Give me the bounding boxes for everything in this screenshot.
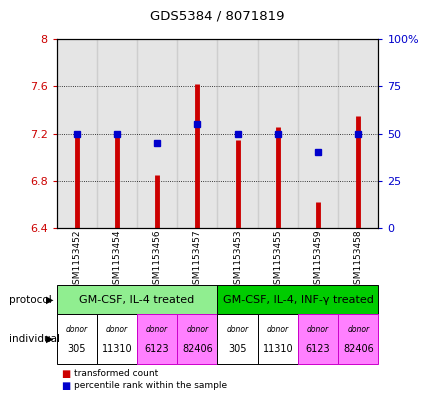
Text: donor: donor <box>105 325 128 334</box>
Text: GM-CSF, IL-4 treated: GM-CSF, IL-4 treated <box>79 295 194 305</box>
Bar <box>56 39 97 228</box>
Text: ▶: ▶ <box>46 295 54 305</box>
Text: 11310: 11310 <box>102 344 132 354</box>
Text: donor: donor <box>306 325 329 334</box>
Text: donor: donor <box>346 325 368 334</box>
Text: donor: donor <box>266 325 288 334</box>
Text: 305: 305 <box>228 344 247 354</box>
Text: 11310: 11310 <box>262 344 293 354</box>
Bar <box>297 39 338 228</box>
Text: donor: donor <box>146 325 168 334</box>
Text: 82406: 82406 <box>181 344 212 354</box>
Text: 305: 305 <box>67 344 86 354</box>
Bar <box>96 39 137 228</box>
Text: ■: ■ <box>61 369 70 379</box>
Text: ■: ■ <box>61 381 70 391</box>
Bar <box>137 39 177 228</box>
Bar <box>257 39 297 228</box>
Text: GM-CSF, IL-4, INF-γ treated: GM-CSF, IL-4, INF-γ treated <box>222 295 372 305</box>
Text: GDS5384 / 8071819: GDS5384 / 8071819 <box>150 10 284 23</box>
Text: transformed count: transformed count <box>74 369 158 378</box>
Bar <box>177 39 217 228</box>
Text: 82406: 82406 <box>342 344 373 354</box>
Text: donor: donor <box>66 325 88 334</box>
Text: donor: donor <box>226 325 248 334</box>
Bar <box>217 39 257 228</box>
Bar <box>338 39 378 228</box>
Text: protocol: protocol <box>9 295 51 305</box>
Text: 6123: 6123 <box>145 344 169 354</box>
Text: percentile rank within the sample: percentile rank within the sample <box>74 381 227 390</box>
Text: donor: donor <box>186 325 208 334</box>
Text: ▶: ▶ <box>46 334 54 344</box>
Text: 6123: 6123 <box>305 344 330 354</box>
Text: individual: individual <box>9 334 59 344</box>
